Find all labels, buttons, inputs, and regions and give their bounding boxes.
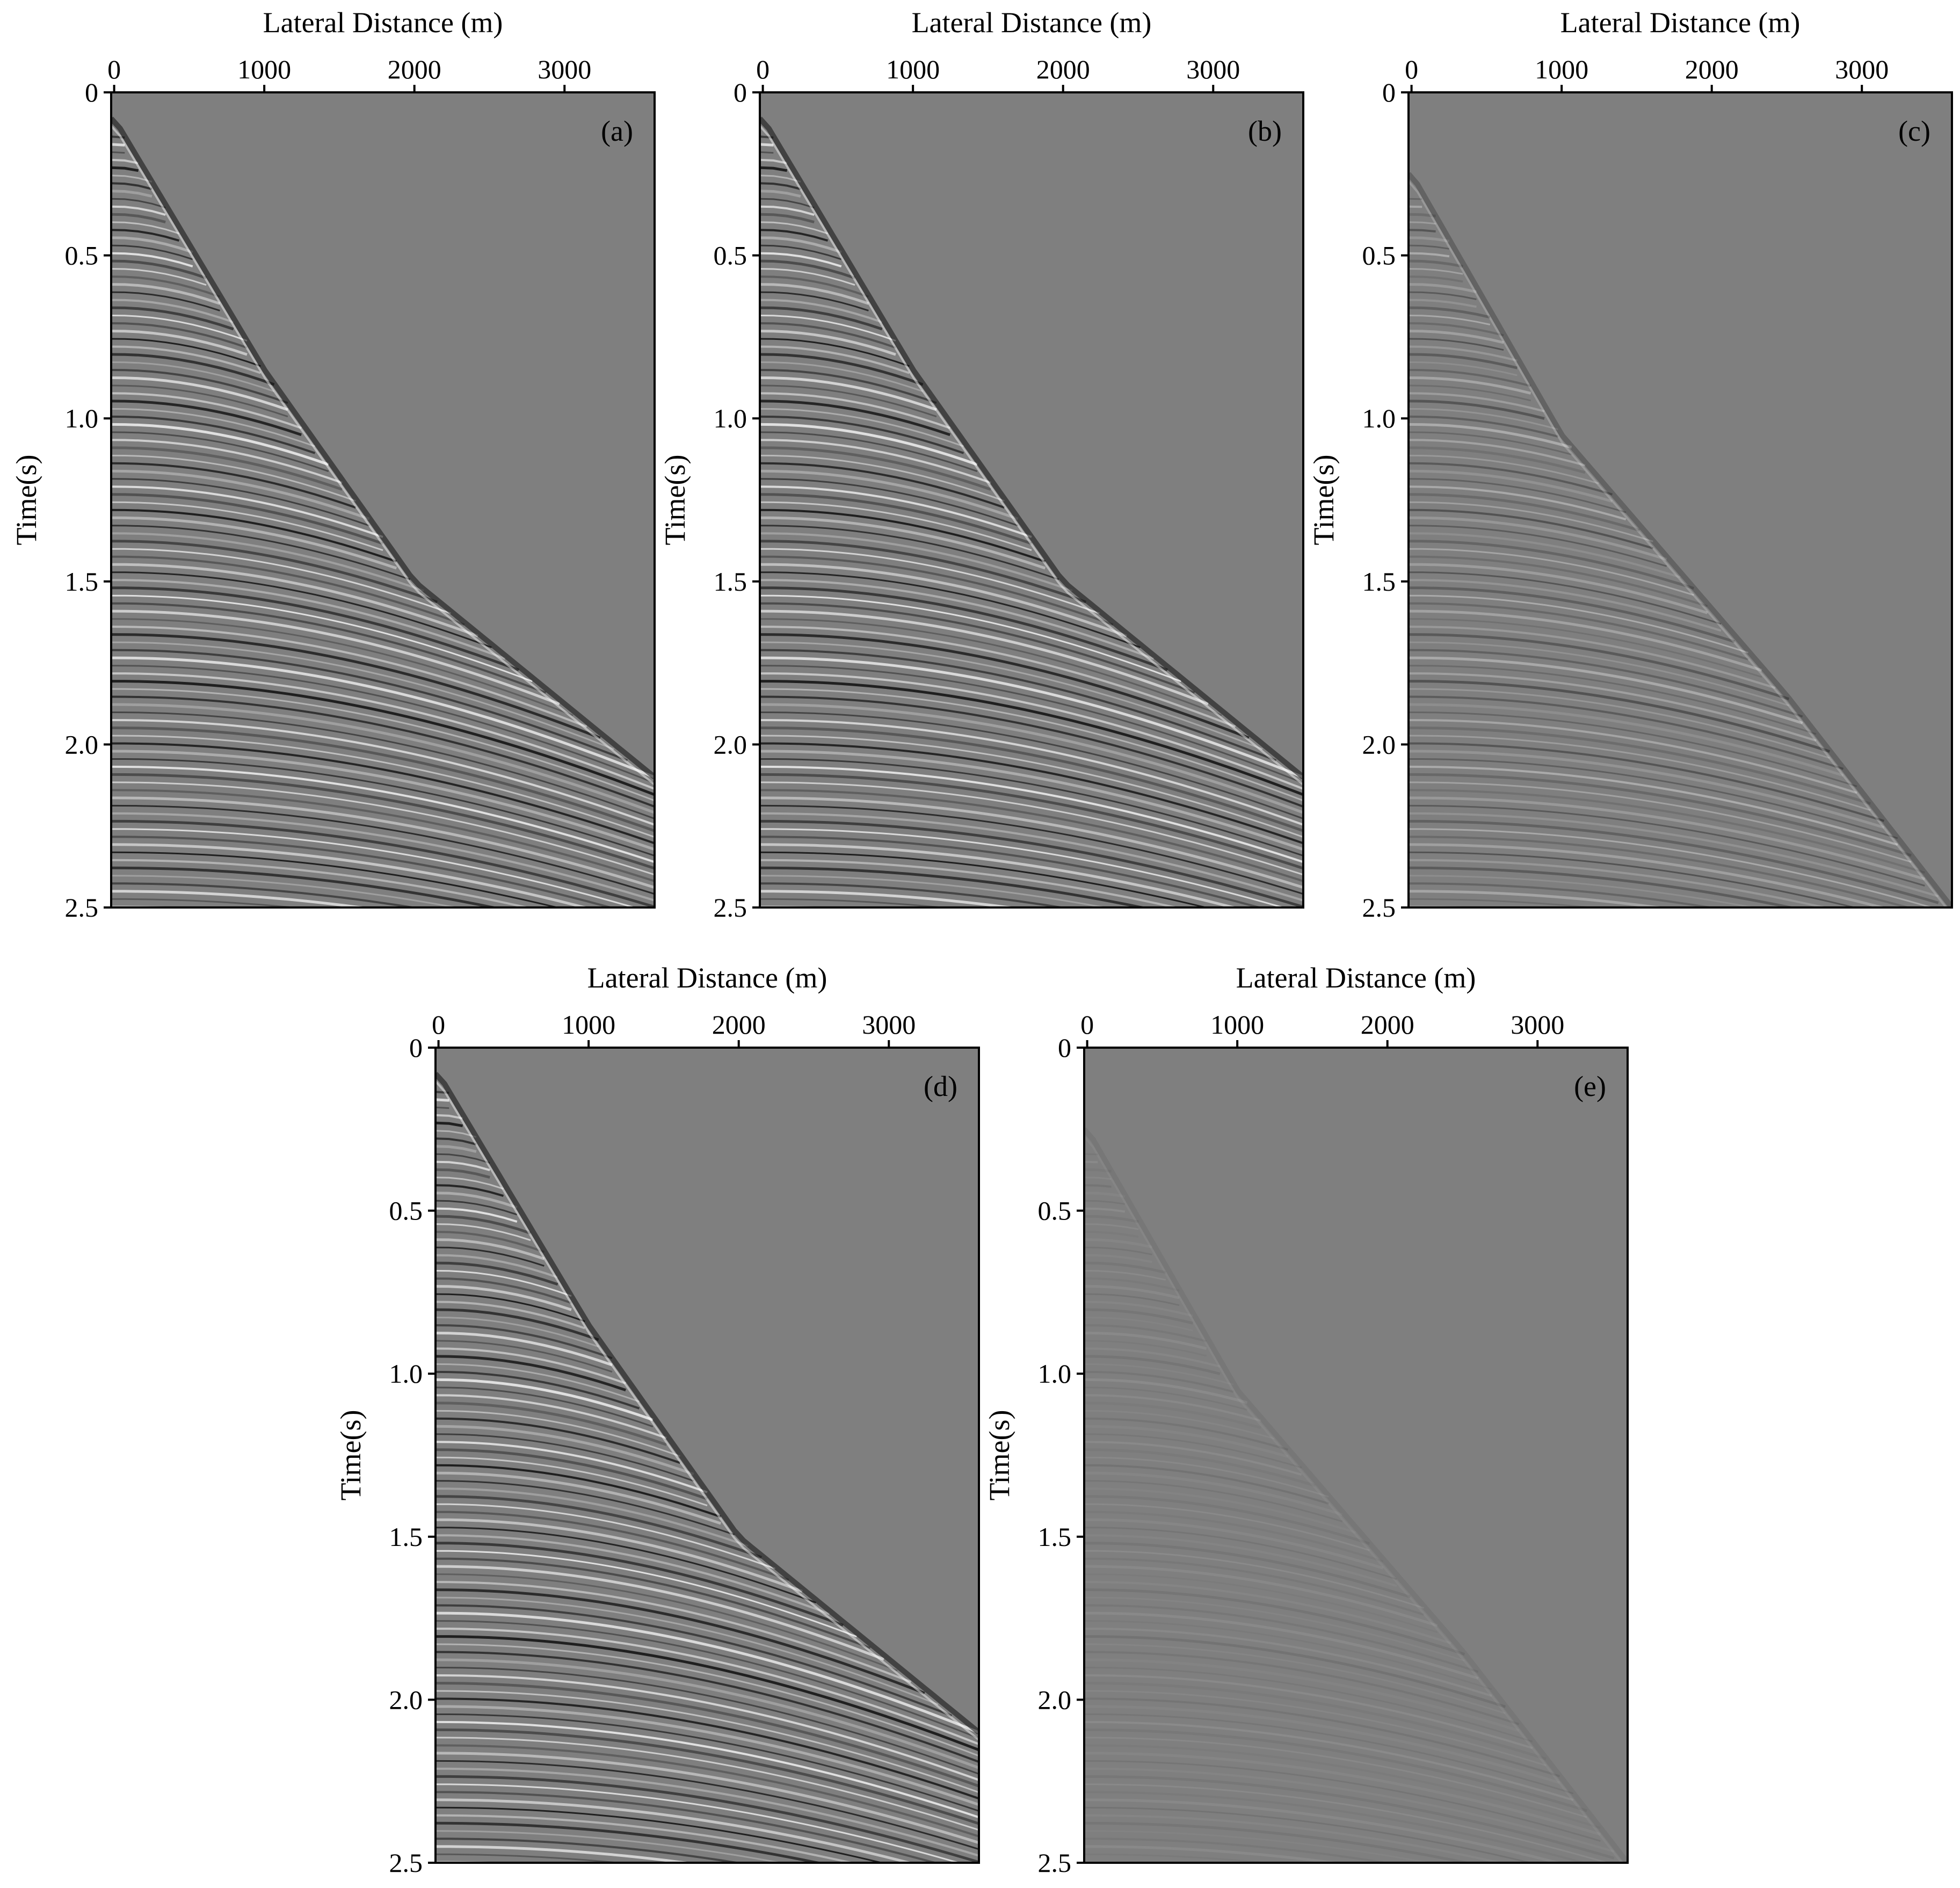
y-tick-label: 0.5 xyxy=(65,241,99,271)
y-tick-label: 2.5 xyxy=(714,892,747,923)
y-tick-label: 2.0 xyxy=(65,729,99,759)
panel-b: 0 1000 2000 3000 0 0.5 1.0 1.5 2.0 2.5 Lateral Dis… xyxy=(659,6,1304,923)
y-tick-label: 0.5 xyxy=(1038,1196,1072,1226)
y-tick-label: 1.5 xyxy=(65,567,99,597)
panel-label: (e) xyxy=(1574,1070,1606,1102)
x-tick-label: 3000 xyxy=(1511,1010,1564,1040)
panel-label: (d) xyxy=(924,1070,957,1102)
heatmap-background xyxy=(1409,92,1952,907)
y-tick-label: 1.0 xyxy=(714,403,747,433)
y-tick-label: 0 xyxy=(1382,77,1396,107)
x-tick-label: 0 xyxy=(1405,54,1418,84)
first-arrival xyxy=(111,117,655,779)
x-tick-label: 2000 xyxy=(712,1010,766,1040)
y-tick-label: 1.5 xyxy=(714,567,747,597)
x-tick-label: 3000 xyxy=(862,1010,916,1040)
x-tick-label: 0 xyxy=(756,54,770,84)
y-axis-label: Time(s) xyxy=(659,454,691,545)
heatmap-background xyxy=(760,92,1303,907)
y-tick-label: 1.5 xyxy=(1038,1522,1072,1552)
y-tick-label: 2.5 xyxy=(1038,1848,1072,1878)
y-tick-label: 0.5 xyxy=(1362,241,1396,271)
panel-a: 0 1000 2000 3000 0 0.5 1.0 1.5 2.0 2.5 Lateral Dis… xyxy=(10,6,656,923)
y-axis-label: Time(s) xyxy=(10,454,42,545)
y-tick-label: 2.5 xyxy=(1362,892,1396,923)
x-tick-label: 1000 xyxy=(1210,1010,1264,1040)
y-tick-label: 1.0 xyxy=(1362,403,1396,433)
plot-frame xyxy=(110,91,656,909)
x-tick-label: 3000 xyxy=(538,54,591,84)
x-axis-label: Lateral Distance (m) xyxy=(1236,962,1476,994)
plot-frame xyxy=(759,91,1304,909)
x-tick-label: 1000 xyxy=(562,1010,615,1040)
first-arrival xyxy=(435,1072,979,1734)
panel-label: (c) xyxy=(1898,115,1930,147)
y-tick-label: 2.5 xyxy=(65,892,99,923)
y-tick-label: 2.0 xyxy=(1362,729,1396,759)
heatmap-background xyxy=(1084,1048,1628,1863)
panel-c: 0 1000 2000 3000 0 0.5 1.0 1.5 2.0 2.5 Lateral Dis… xyxy=(1308,6,1953,923)
x-axis-label: Lateral Distance (m) xyxy=(587,962,827,994)
x-tick-label: 3000 xyxy=(1835,54,1889,84)
x-axis-label: Lateral Distance (m) xyxy=(912,6,1152,39)
x-tick-label: 1000 xyxy=(1535,54,1588,84)
seismic-events xyxy=(760,135,1303,907)
y-tick-label: 2.0 xyxy=(389,1684,423,1715)
panel-e: 0 1000 2000 3000 0 0.5 1.0 1.5 2.0 2.5 Lateral Dis… xyxy=(983,962,1629,1878)
heatmap-background xyxy=(111,92,655,907)
y-axis-label: Time(s) xyxy=(335,1410,367,1500)
seismic-events xyxy=(1084,1153,1615,1863)
x-tick-label: 0 xyxy=(1080,1010,1094,1040)
x-tick-label: 2000 xyxy=(1685,54,1739,84)
y-axis-label: Time(s) xyxy=(983,1410,1015,1500)
y-tick-label: 0.5 xyxy=(714,241,747,271)
y-tick-label: 1.5 xyxy=(389,1522,423,1552)
y-tick-label: 0 xyxy=(409,1033,423,1063)
y-tick-label: 0.5 xyxy=(389,1196,423,1226)
panel-label: (a) xyxy=(601,115,633,147)
seismic-events xyxy=(435,1091,979,1863)
y-tick-label: 1.5 xyxy=(1362,567,1396,597)
x-axis-label: Lateral Distance (m) xyxy=(263,6,503,39)
plot-frame xyxy=(1083,1047,1629,1864)
first-arrival xyxy=(1084,1127,1628,1863)
x-tick-label: 2000 xyxy=(388,54,441,84)
y-tick-label: 1.0 xyxy=(65,403,99,433)
x-tick-label: 2000 xyxy=(1361,1010,1414,1040)
first-arrival xyxy=(1409,172,1952,907)
x-tick-label: 3000 xyxy=(1186,54,1240,84)
x-tick-label: 0 xyxy=(107,54,121,84)
seismic-events xyxy=(111,135,655,907)
y-tick-label: 1.0 xyxy=(389,1359,423,1389)
panel-label: (b) xyxy=(1248,115,1282,147)
panel-d: 0 1000 2000 3000 0 0.5 1.0 1.5 2.0 2.5 Lateral Dis… xyxy=(335,962,980,1878)
y-tick-label: 0 xyxy=(85,77,98,107)
y-tick-label: 2.5 xyxy=(389,1848,423,1878)
plot-frame xyxy=(1407,91,1953,909)
x-tick-label: 2000 xyxy=(1036,54,1090,84)
first-arrival xyxy=(760,117,1303,779)
plot-frame xyxy=(434,1047,980,1864)
x-axis-label: Lateral Distance (m) xyxy=(1560,6,1801,39)
y-axis-label: Time(s) xyxy=(1308,454,1340,545)
seismic-events xyxy=(1409,198,1939,907)
x-tick-label: 0 xyxy=(432,1010,445,1040)
heatmap-background xyxy=(435,1048,979,1863)
y-tick-label: 1.0 xyxy=(1038,1359,1072,1389)
y-tick-label: 2.0 xyxy=(1038,1684,1072,1715)
y-tick-label: 0 xyxy=(734,77,747,107)
y-tick-label: 0 xyxy=(1058,1033,1071,1063)
x-tick-label: 1000 xyxy=(237,54,291,84)
y-tick-label: 2.0 xyxy=(714,729,747,759)
x-tick-label: 1000 xyxy=(886,54,940,84)
